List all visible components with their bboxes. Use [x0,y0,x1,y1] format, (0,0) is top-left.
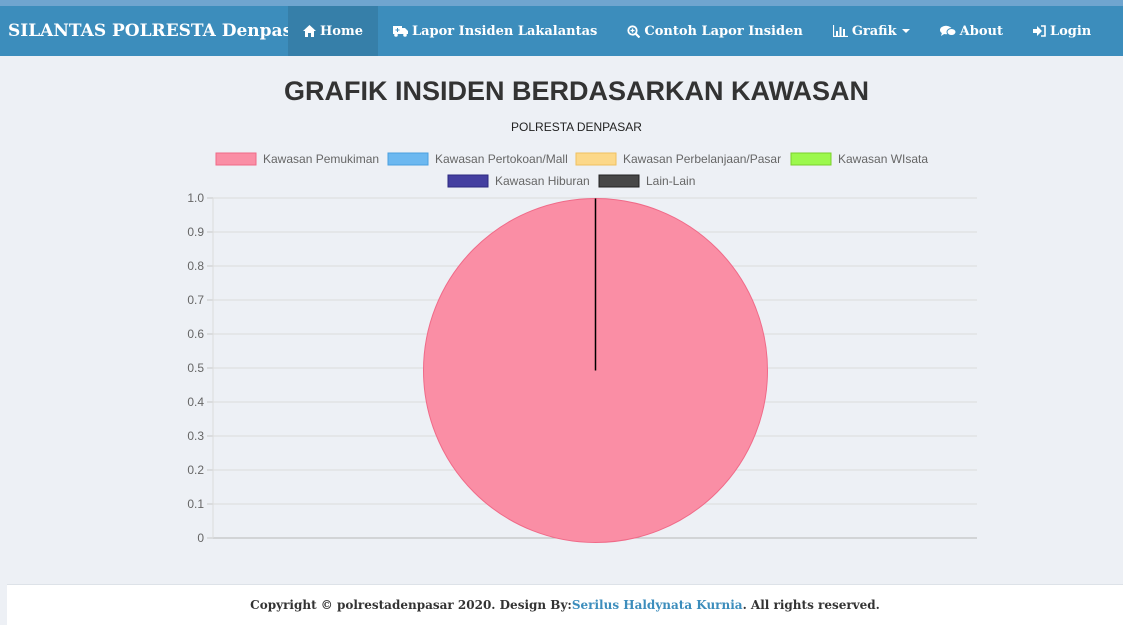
sign-in-icon [1032,25,1046,37]
ytick-label-6: 0.4 [187,395,204,409]
nav-about-label: About [959,23,1003,39]
legend-swatch-3 [790,152,832,166]
legend-swatch-0 [215,152,257,166]
nav-login-label: Login [1049,23,1092,39]
ytick-label-4: 0.6 [187,327,204,341]
legend-label-1: Kawasan Pertokoan/Mall [435,152,568,166]
search-plus-icon [627,24,641,38]
nav-about[interactable]: About [925,6,1018,56]
legend-label-5: Lain-Lain [646,174,695,188]
nav-home[interactable]: Home [288,6,378,56]
bar-chart-icon [832,25,848,37]
nav-contoh-lapor-label: Contoh Lapor Insiden [644,23,803,39]
brand[interactable]: SILANTAS POLRESTA Denpasar [8,21,313,41]
nav-lapor-insiden[interactable]: Lapor Insiden Lakalantas [378,6,612,56]
legend-label-3: Kawasan WIsata [838,152,928,166]
legend-label-2: Kawasan Perbelanjaan/Pasar [623,152,781,166]
footer-copyright: Copyright © polrestadenpasar 2020. Desig… [250,598,572,612]
ytick-label-1: 0.9 [187,225,204,239]
page-title: GRAFIK INSIDEN BERDASARKAN KAWASAN [283,76,870,106]
incident-pie-chart: Kawasan Pemukiman Kawasan Pertokoan/Mall K… [187,152,977,545]
nav-grafik-label: Grafik [851,23,897,39]
navbar: SILANTAS POLRESTA Denpasar Home Lapor In… [0,6,1123,56]
ambulance-icon [392,25,408,37]
ytick-label-8: 0.2 [187,463,204,477]
ytick-label-0: 1.0 [187,191,204,205]
footer: Copyright © polrestadenpasar 2020. Desig… [7,584,1123,625]
legend-swatch-5 [598,174,640,188]
comments-icon [939,25,956,37]
legend-swatch-2 [575,152,617,166]
ytick-label-10: 0 [197,531,204,545]
legend-label-0: Kawasan Pemukiman [263,152,379,166]
footer-rights: . All rights reserved. [742,598,880,612]
nav-login[interactable]: Login [1018,6,1106,56]
home-icon [303,25,316,37]
ytick-label-2: 0.8 [187,259,204,273]
chevron-down-icon [901,29,910,33]
top-strip [0,0,1123,6]
nav-home-label: Home [320,23,363,39]
ytick-label-3: 0.7 [187,293,204,307]
nav-menu: Home Lapor Insiden Lakalantas Contoh Lap… [288,6,1106,56]
ytick-label-5: 0.5 [187,361,204,375]
ytick-label-9: 0.1 [187,497,204,511]
chart-subtitle: POLRESTA DENPASAR [511,120,642,134]
nav-grafik-dropdown[interactable]: Grafik [818,6,925,56]
nav-lapor-insiden-label: Lapor Insiden Lakalantas [411,23,598,39]
legend-swatch-1 [387,152,429,166]
legend-swatch-4 [447,174,489,188]
legend-label-4: Kawasan Hiburan [495,174,590,188]
footer-author-link[interactable]: Serilus Haldynata Kurnia [571,598,743,612]
ytick-label-7: 0.3 [187,429,204,443]
nav-contoh-lapor[interactable]: Contoh Lapor Insiden [612,6,817,56]
